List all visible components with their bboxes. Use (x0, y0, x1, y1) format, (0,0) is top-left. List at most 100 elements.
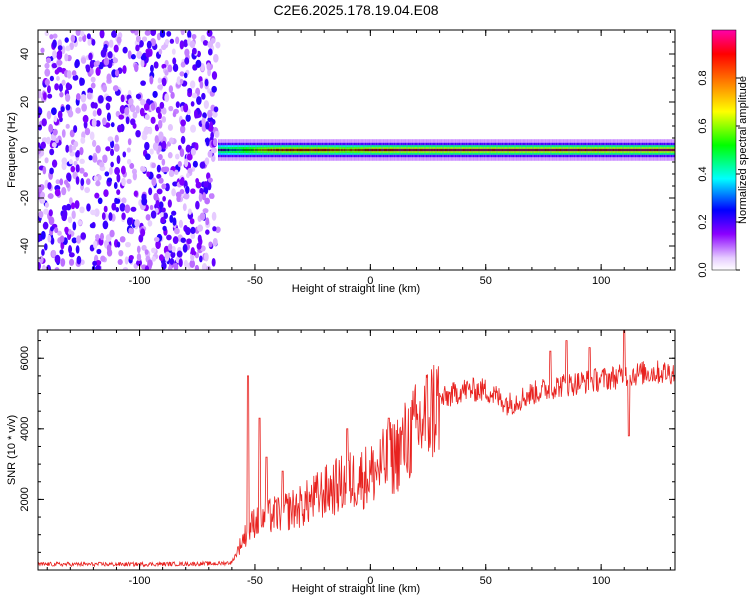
heatmap-cell (180, 61, 186, 68)
heatmap-cell (134, 219, 140, 228)
colorbar-tick-label: 0.8 (697, 70, 709, 85)
y-tick-label: 2000 (19, 487, 31, 511)
heatmap-cell (75, 93, 81, 101)
heatmap-cell (102, 220, 109, 230)
heatmap-cell (95, 180, 101, 187)
heatmap-cell (124, 241, 131, 248)
heatmap-cell (64, 53, 69, 62)
heatmap-cell (41, 249, 45, 256)
heatmap-cell (128, 255, 134, 261)
heatmap-cell (99, 232, 104, 241)
heatmap-cell (106, 112, 111, 122)
heatmap-cell (157, 145, 162, 152)
heatmap-cell (51, 159, 58, 168)
x-tick-label: 0 (367, 575, 373, 587)
heatmap-cell (169, 214, 174, 224)
heatmap-cell (89, 59, 94, 69)
heatmap-cell (52, 50, 57, 59)
heatmap-cell (40, 191, 46, 199)
heatmap-cell (102, 117, 107, 126)
heatmap-cell (114, 167, 121, 175)
heatmap-cell (153, 236, 160, 242)
heatmap-cell (211, 211, 217, 221)
heatmap-cell (179, 78, 184, 85)
heatmap-cell (152, 90, 158, 98)
heatmap-cell (199, 161, 206, 169)
heatmap-cell (195, 59, 202, 69)
heatmap-cell (203, 100, 209, 109)
heatmap-cell (157, 77, 162, 84)
heatmap-cell (179, 189, 185, 195)
heatmap-cell (136, 259, 142, 266)
heatmap-cell (211, 156, 216, 162)
heatmap-cell (150, 116, 156, 124)
heatmap-cell (124, 256, 129, 265)
heatmap-cell (198, 192, 203, 202)
heatmap-cell (91, 38, 96, 46)
heatmap-cell (179, 71, 185, 77)
heatmap-cell (167, 199, 172, 208)
heatmap-cell (77, 219, 83, 226)
heatmap-cell (207, 109, 213, 119)
heatmap-cell (102, 84, 108, 93)
heatmap-cell (130, 105, 136, 113)
heatmap-cell (104, 171, 110, 177)
heatmap-cell (144, 141, 150, 151)
spectrogram-panel: -100 -50 0 50 100 -40 -20 0 20 40 Height of stra… (6, 29, 676, 295)
heatmap-cell (171, 188, 176, 197)
heatmap-cell (122, 151, 127, 158)
heatmap-cell (76, 255, 82, 265)
heatmap-cell (128, 98, 134, 106)
heatmap-cell (201, 117, 206, 126)
heatmap-cell (127, 50, 132, 60)
snr-y-ticks: 2000 4000 6000 (19, 346, 675, 512)
heatmap-cell (74, 200, 80, 209)
heatmap-cell (126, 147, 131, 153)
heatmap-cell (155, 106, 161, 114)
heatmap-cell (204, 157, 210, 166)
heatmap-cell (149, 204, 154, 211)
heatmap-cell (205, 137, 210, 147)
heatmap-cell (175, 36, 180, 45)
heatmap-cell (210, 37, 216, 44)
heatmap-cell (38, 90, 42, 99)
heatmap-cell (78, 36, 83, 42)
x-tick-label: 50 (480, 275, 492, 287)
heatmap-cell (185, 227, 191, 236)
snr-series-line (38, 330, 675, 568)
heatmap-cell (38, 233, 41, 243)
heatmap-cell (97, 197, 103, 205)
heatmap-cell (64, 37, 69, 43)
colorbar-tick-label: 0.2 (697, 214, 709, 229)
snr-panel: -100 -50 0 50 100 2000 4000 6000 Height of str… (6, 329, 676, 595)
heatmap-cell (190, 232, 196, 240)
heatmap-cell (191, 47, 197, 55)
heatmap-cell (73, 125, 78, 133)
heatmap-cell (75, 235, 82, 244)
heatmap-cell (44, 62, 50, 69)
heatmap-cell (162, 225, 167, 232)
heatmap-cell (151, 247, 157, 254)
heatmap-cell (80, 31, 85, 37)
heatmap-cell (153, 61, 159, 69)
colorbar-tick-label: 0.0 (697, 262, 709, 277)
heatmap-cell (205, 217, 210, 226)
heatmap-cell (195, 181, 202, 189)
x-tick-label: 50 (480, 575, 492, 587)
heatmap-cell (167, 152, 173, 159)
heatmap-cell (79, 206, 85, 214)
heatmap-cell (167, 123, 173, 131)
heatmap-cell (210, 193, 215, 199)
heatmap-cell (139, 107, 145, 117)
heatmap-cell (86, 92, 92, 100)
heatmap-cell (140, 228, 146, 237)
heatmap-cell (144, 153, 151, 161)
heatmap-cell (151, 177, 157, 187)
heatmap-cell (107, 136, 114, 142)
heatmap-cell (179, 178, 185, 186)
heatmap-cell (51, 249, 56, 258)
heatmap-cell (210, 147, 217, 154)
heatmap-cell (159, 212, 164, 218)
heatmap-cell (65, 45, 71, 52)
heatmap-cell (164, 69, 169, 76)
